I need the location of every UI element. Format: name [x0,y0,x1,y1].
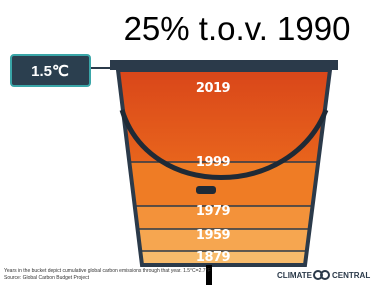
source: Source: Global Carbon Budget Project [4,275,90,281]
year-label: 1999 [196,155,231,170]
bucket-rim [110,60,338,70]
footnote: Years in the bucket depict cumulative gl… [4,268,211,274]
year-label: 1959 [196,228,231,243]
handle-grip [196,186,216,194]
year-label: 2019 [196,81,231,96]
threshold-label: 1.5℃ [31,63,69,80]
title: 25% t.o.v. 1990 [124,10,351,47]
logo-right: CENTRAL [332,271,370,280]
year-label: 1979 [196,204,231,219]
year-label: 1879 [196,250,231,265]
logo-left: CLIMATE [277,271,313,280]
infographic: 25% t.o.v. 1990 2019 1999 1979 1959 1879… [0,0,391,285]
